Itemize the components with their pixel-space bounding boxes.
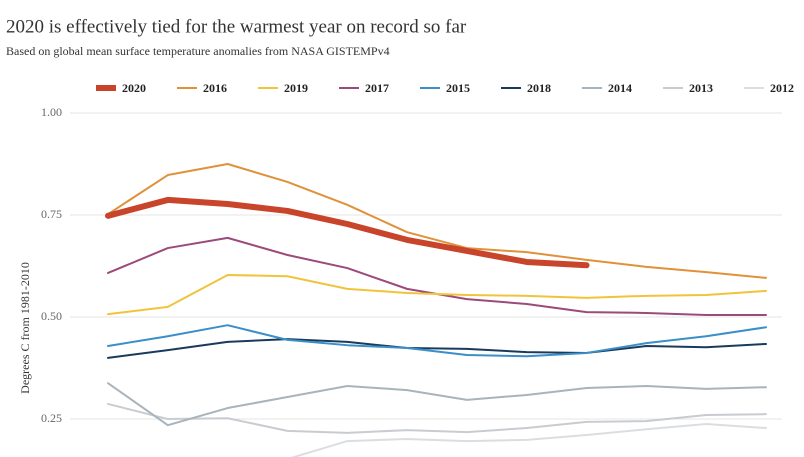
series-line	[107, 382, 767, 427]
y-tick-label: 0.75	[41, 207, 62, 221]
series-line	[107, 236, 767, 316]
series-line	[107, 402, 767, 434]
series-line	[107, 338, 767, 359]
chart-subtitle: Based on global mean surface temperature…	[6, 44, 390, 58]
y-tick-label: 0.25	[41, 411, 62, 425]
legend-label: 2019	[284, 81, 308, 95]
legend-label: 2014	[608, 81, 632, 95]
legend-label: 2018	[527, 81, 551, 95]
legend-label: 2015	[446, 81, 470, 95]
legend-label: 2020	[122, 81, 146, 95]
legend-label: 2016	[203, 81, 227, 95]
y-tick-label: 1.00	[41, 105, 62, 119]
series-line	[107, 274, 767, 316]
series-line	[290, 422, 767, 457]
series-line	[107, 163, 767, 279]
series-line	[107, 324, 767, 358]
legend-label: 2017	[365, 81, 389, 95]
y-tick-label: 0.50	[41, 309, 62, 323]
chart-title: 2020 is effectively tied for the warmest…	[6, 16, 467, 37]
series-line	[105, 196, 590, 269]
legend-label: 2012	[770, 81, 794, 95]
y-axis-label: Degrees C from 1981-2010	[18, 262, 32, 394]
legend-label: 2013	[689, 81, 713, 95]
